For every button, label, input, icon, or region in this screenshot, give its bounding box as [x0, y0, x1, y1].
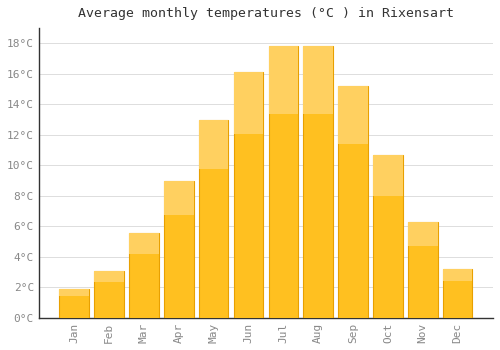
Bar: [373, 155, 402, 318]
Bar: [304, 46, 333, 114]
Bar: [408, 222, 438, 318]
Bar: [60, 289, 89, 318]
Bar: [408, 222, 438, 246]
Bar: [60, 289, 89, 296]
Bar: [234, 72, 264, 318]
Bar: [199, 120, 228, 169]
Bar: [94, 271, 124, 282]
Bar: [199, 120, 228, 318]
Bar: [373, 155, 402, 196]
Bar: [268, 46, 298, 114]
Bar: [443, 269, 472, 318]
Bar: [129, 232, 159, 254]
Bar: [164, 181, 194, 318]
Bar: [268, 46, 298, 318]
Bar: [338, 86, 368, 144]
Bar: [338, 86, 368, 318]
Title: Average monthly temperatures (°C ) in Rixensart: Average monthly temperatures (°C ) in Ri…: [78, 7, 454, 20]
Bar: [94, 271, 124, 318]
Bar: [304, 46, 333, 318]
Bar: [129, 232, 159, 318]
Bar: [234, 72, 264, 134]
Bar: [443, 269, 472, 281]
Bar: [164, 181, 194, 215]
